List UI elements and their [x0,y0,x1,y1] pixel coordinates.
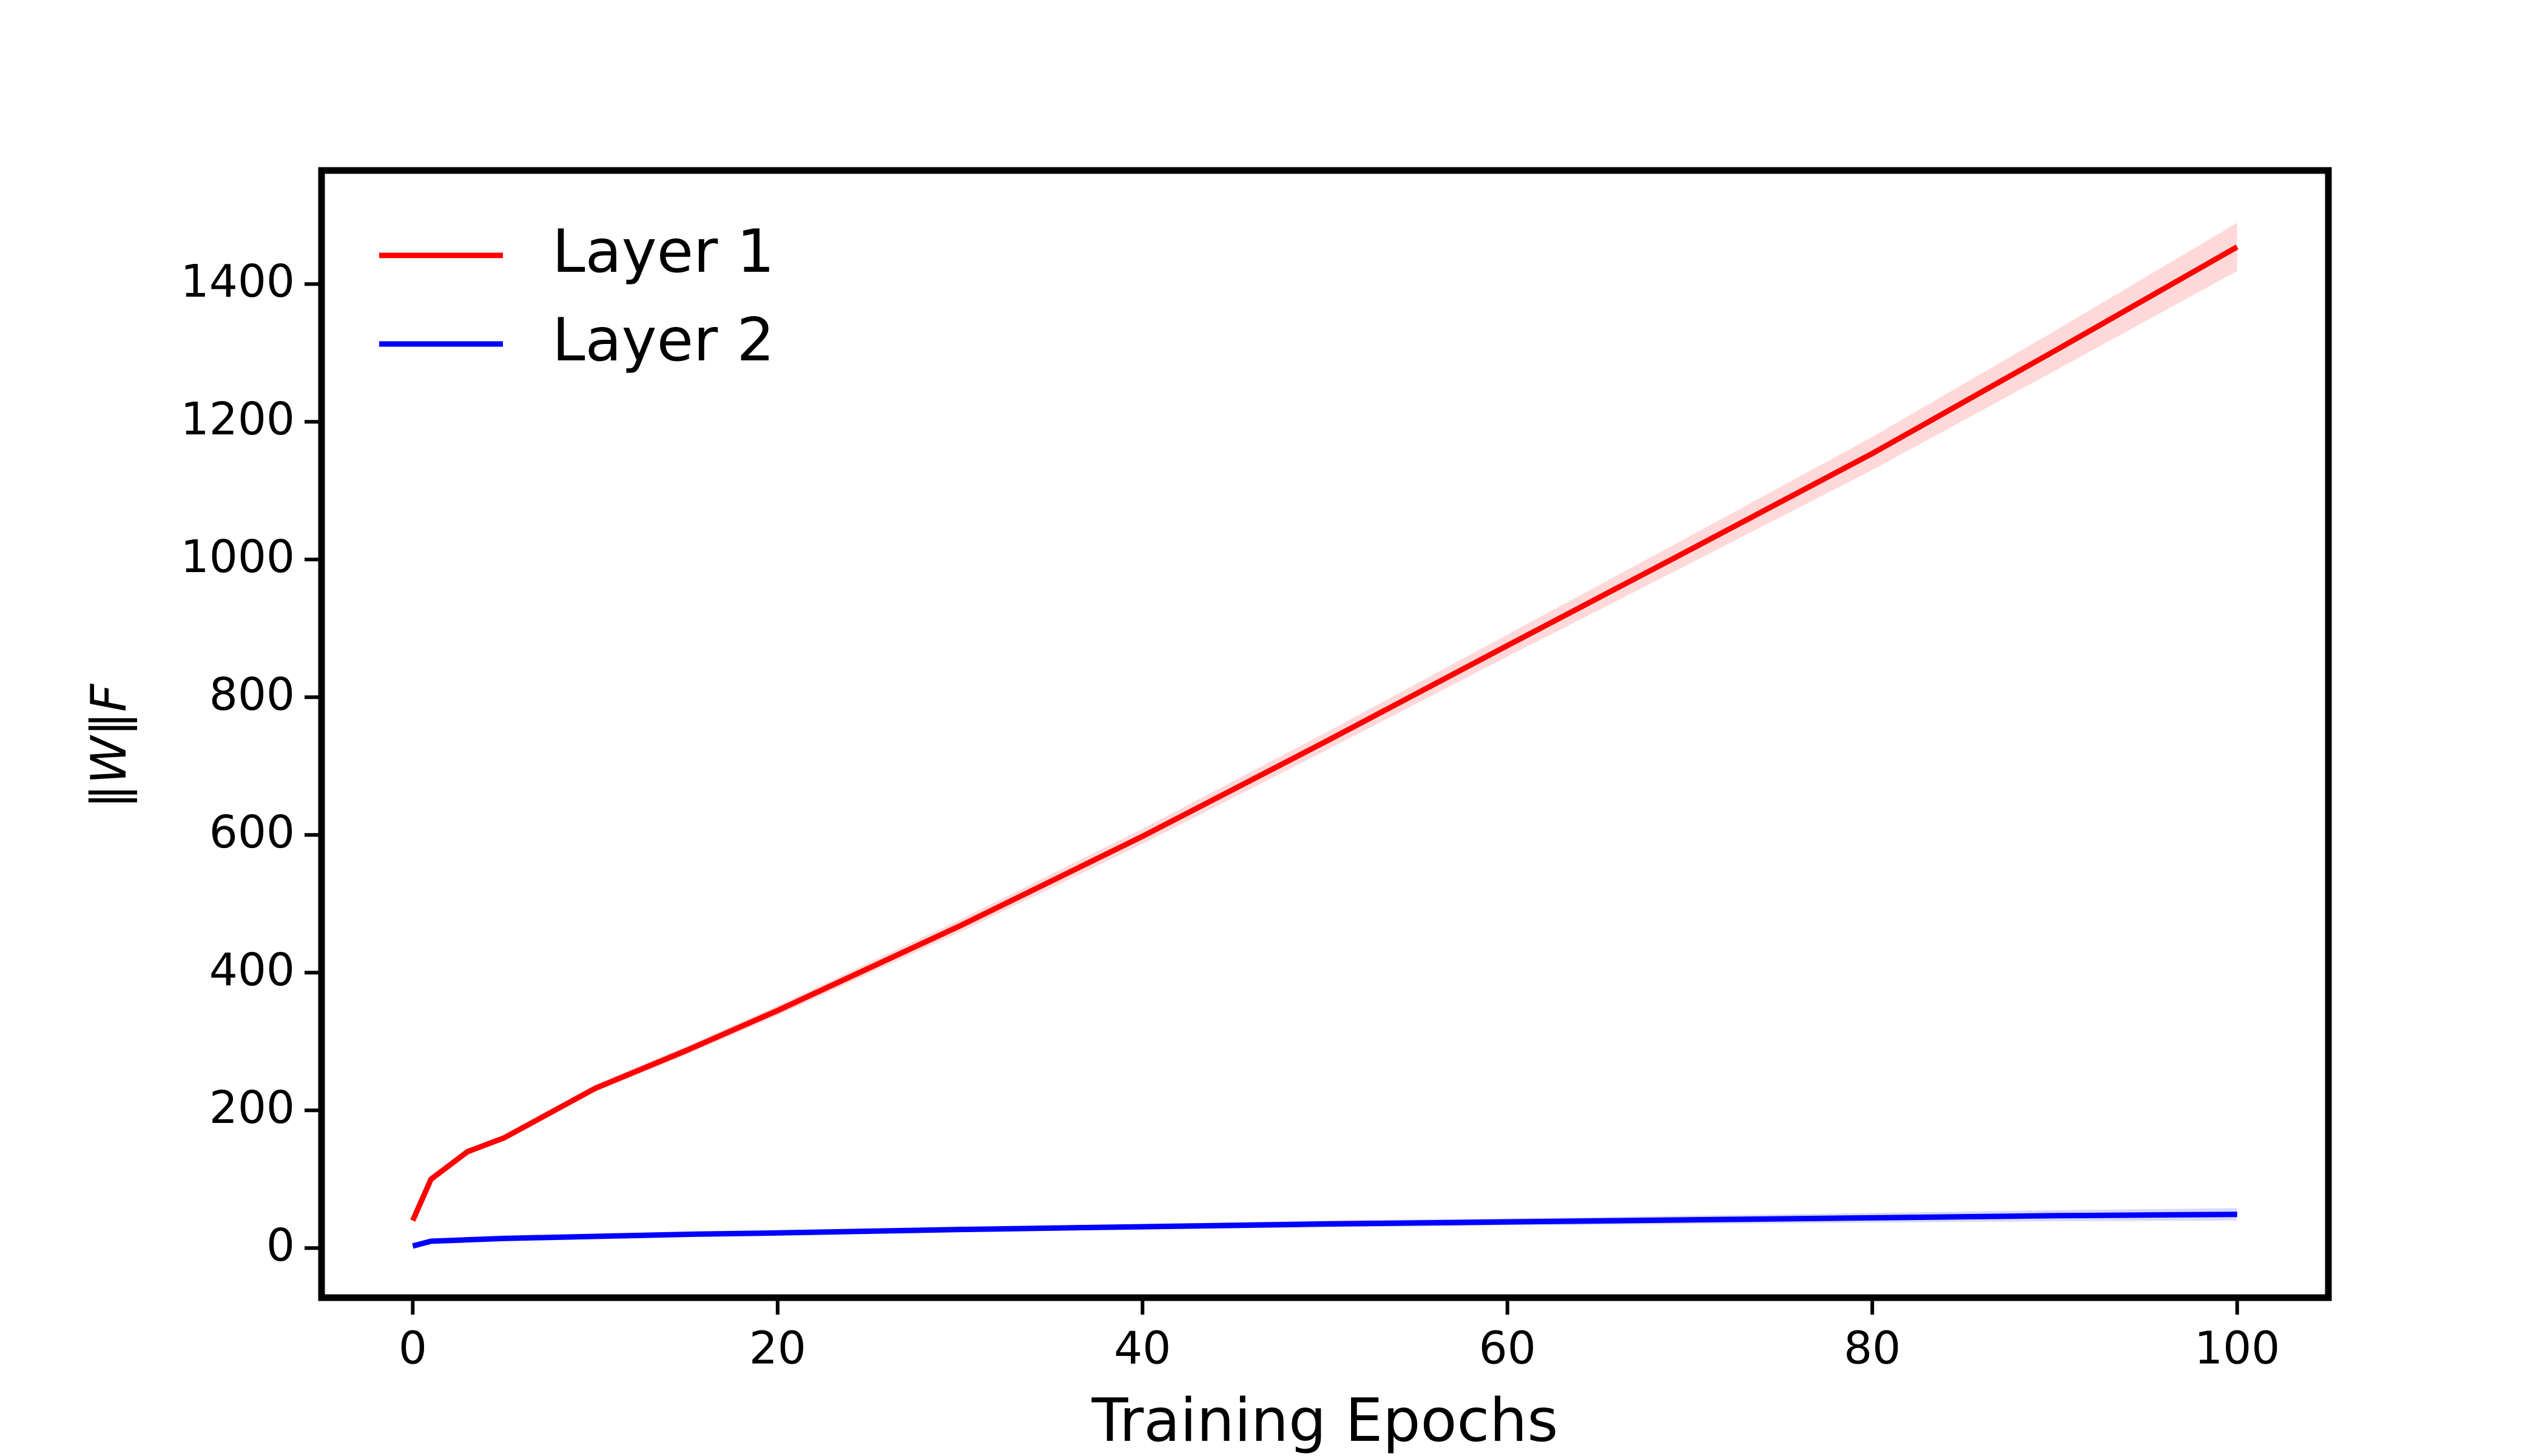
x-tick-label: 60 [1479,1323,1536,1375]
y-tick-label: 0 [266,1219,295,1272]
legend-label: Layer 2 [552,306,775,375]
plot-frame [318,167,2332,1301]
y-tick-label: 1400 [181,255,295,308]
x-tick-label: 80 [1844,1323,1901,1375]
x-tick-label: 40 [1114,1323,1171,1375]
x-tick-label: 100 [2194,1323,2280,1375]
error-band [413,223,2237,1222]
y-tick-label: 600 [209,806,295,858]
x-axis-label: Training Epochs [1091,1386,1559,1455]
y-tick-label: 1000 [181,531,295,583]
series-line [412,1212,2237,1249]
y-tick-label: 400 [209,944,295,996]
y-tick-label: 200 [209,1082,295,1134]
x-tick-label: 0 [399,1323,427,1375]
y-axis-label: ‖W‖F [81,683,138,808]
x-tick-label: 20 [749,1323,806,1375]
y-tick-label: 800 [209,669,295,721]
legend-label: Layer 1 [552,217,775,286]
error-band [413,1208,2237,1247]
series-line [410,244,2239,1222]
y-tick-label: 1200 [181,393,295,445]
